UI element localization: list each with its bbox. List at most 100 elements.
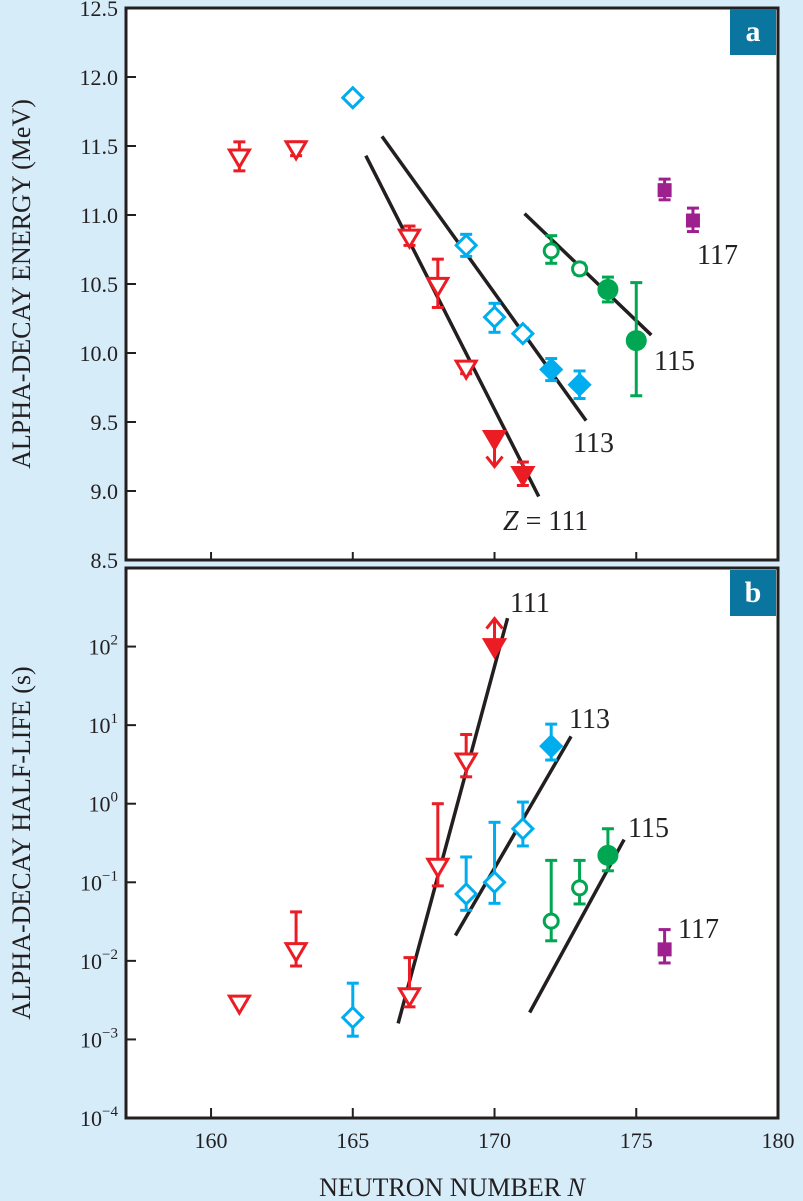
xlabel-text: NEUTRON NUMBER [319, 1173, 562, 1201]
ytick-label-a: 11.0 [80, 203, 118, 228]
data-point [453, 733, 479, 779]
data-point [510, 800, 535, 848]
diamond-marker [482, 870, 507, 895]
data-point [539, 722, 564, 762]
data-point [425, 802, 451, 888]
series-label-115-a: 115 [654, 346, 695, 377]
data-point [510, 460, 536, 488]
ytick-label-b: 10−3 [80, 1025, 118, 1052]
data-point [571, 260, 589, 278]
diamond-marker [454, 881, 479, 907]
circle-marker [542, 912, 560, 930]
data-point [567, 369, 592, 401]
square-marker [657, 942, 672, 957]
xtick-label: 175 [620, 1128, 653, 1153]
triangle-marker [226, 994, 253, 1017]
triangle-marker [453, 752, 479, 774]
data-point [657, 928, 672, 965]
limit-arrow-head-icon [485, 455, 504, 469]
circle-marker [542, 242, 560, 260]
panel-b-plot-area [126, 568, 778, 1118]
triangle-marker [453, 359, 479, 382]
circle-marker [597, 844, 619, 866]
data-point [481, 430, 508, 469]
square-marker [657, 183, 672, 198]
data-point [226, 994, 253, 1017]
data-point [283, 140, 309, 162]
data-point [340, 981, 365, 1038]
data-point [283, 910, 309, 968]
panel-b-ylabel: ALPHA-DECAY HALF-LIFE (s) [7, 666, 36, 1019]
data-point [425, 257, 451, 309]
data-point [482, 301, 507, 334]
diamond-marker [340, 85, 365, 110]
xlabel-var: N [567, 1173, 587, 1201]
panel-b-badge [730, 570, 776, 616]
ytick-label-a: 12.0 [80, 65, 119, 90]
triangle-marker [425, 276, 451, 299]
diamond-marker [510, 816, 535, 841]
data-point [597, 275, 619, 304]
triangle-marker [396, 228, 423, 251]
panel-b-label: b [745, 576, 762, 609]
triangle-marker [283, 942, 309, 964]
series-label-111-b: 111 [510, 588, 550, 619]
fit-line-a [364, 154, 541, 498]
xtick-label: 165 [336, 1128, 369, 1153]
ytick-label-a: 12.5 [80, 0, 119, 21]
diamond-marker [539, 734, 564, 759]
data-point [685, 206, 700, 234]
xlabel: NEUTRON NUMBER N [319, 1173, 586, 1201]
data-point [539, 357, 564, 383]
ytick-label-a: 10.5 [80, 272, 119, 297]
limit-arrow-head-icon [485, 616, 504, 630]
circle-marker [625, 330, 647, 352]
ytick-label-a: 8.5 [91, 548, 119, 573]
xtick-label: 160 [195, 1128, 228, 1153]
panel-a-label: a [746, 15, 761, 48]
triangle-marker [396, 987, 423, 1009]
triangle-marker [425, 857, 451, 880]
fit-line-b [396, 617, 510, 1024]
data-point [482, 820, 507, 905]
circle-marker [597, 279, 619, 301]
series-label-117-b: 117 [678, 914, 719, 945]
panel-a-plot-area [126, 8, 778, 560]
data-point [542, 234, 560, 265]
triangle-marker [283, 140, 309, 162]
fit-line-a [523, 212, 653, 337]
data-point [340, 85, 365, 110]
diamond-marker [340, 1005, 365, 1030]
ytick-label-b: 10−2 [80, 947, 118, 974]
ytick-label-a: 11.5 [80, 134, 118, 159]
diamond-marker [567, 372, 592, 397]
data-point [510, 321, 535, 346]
ytick-label-a: 9.0 [91, 479, 119, 504]
ytick-label-a: 9.5 [91, 410, 119, 435]
panel-a-frame [124, 6, 780, 562]
xtick-label: 170 [478, 1128, 511, 1153]
series-label-113-a: 113 [573, 428, 614, 459]
panel-a-ylabel: ALPHA-DECAY ENERGY (MeV) [7, 99, 36, 469]
triangle-marker [510, 465, 536, 488]
series-label-115-b: 115 [628, 813, 669, 844]
diamond-marker [539, 357, 564, 382]
data-point [597, 827, 619, 873]
data-point [453, 359, 479, 382]
data-point [625, 281, 647, 398]
ytick-label-b: 100 [89, 790, 119, 817]
ytick-label-b: 102 [89, 633, 119, 660]
diamond-marker [510, 321, 535, 346]
square-marker [685, 213, 700, 228]
triangle-marker [226, 148, 253, 170]
data-point [571, 858, 589, 906]
diamond-marker [454, 233, 479, 258]
panel-a-badge [730, 9, 776, 55]
fit-line-b [453, 735, 573, 937]
series-label-111-a: Z = 111 [503, 506, 588, 537]
data-point [396, 956, 423, 1009]
panel-b-frame [124, 566, 780, 1120]
ytick-label-b: 10−1 [80, 868, 118, 895]
data-point [657, 177, 672, 202]
